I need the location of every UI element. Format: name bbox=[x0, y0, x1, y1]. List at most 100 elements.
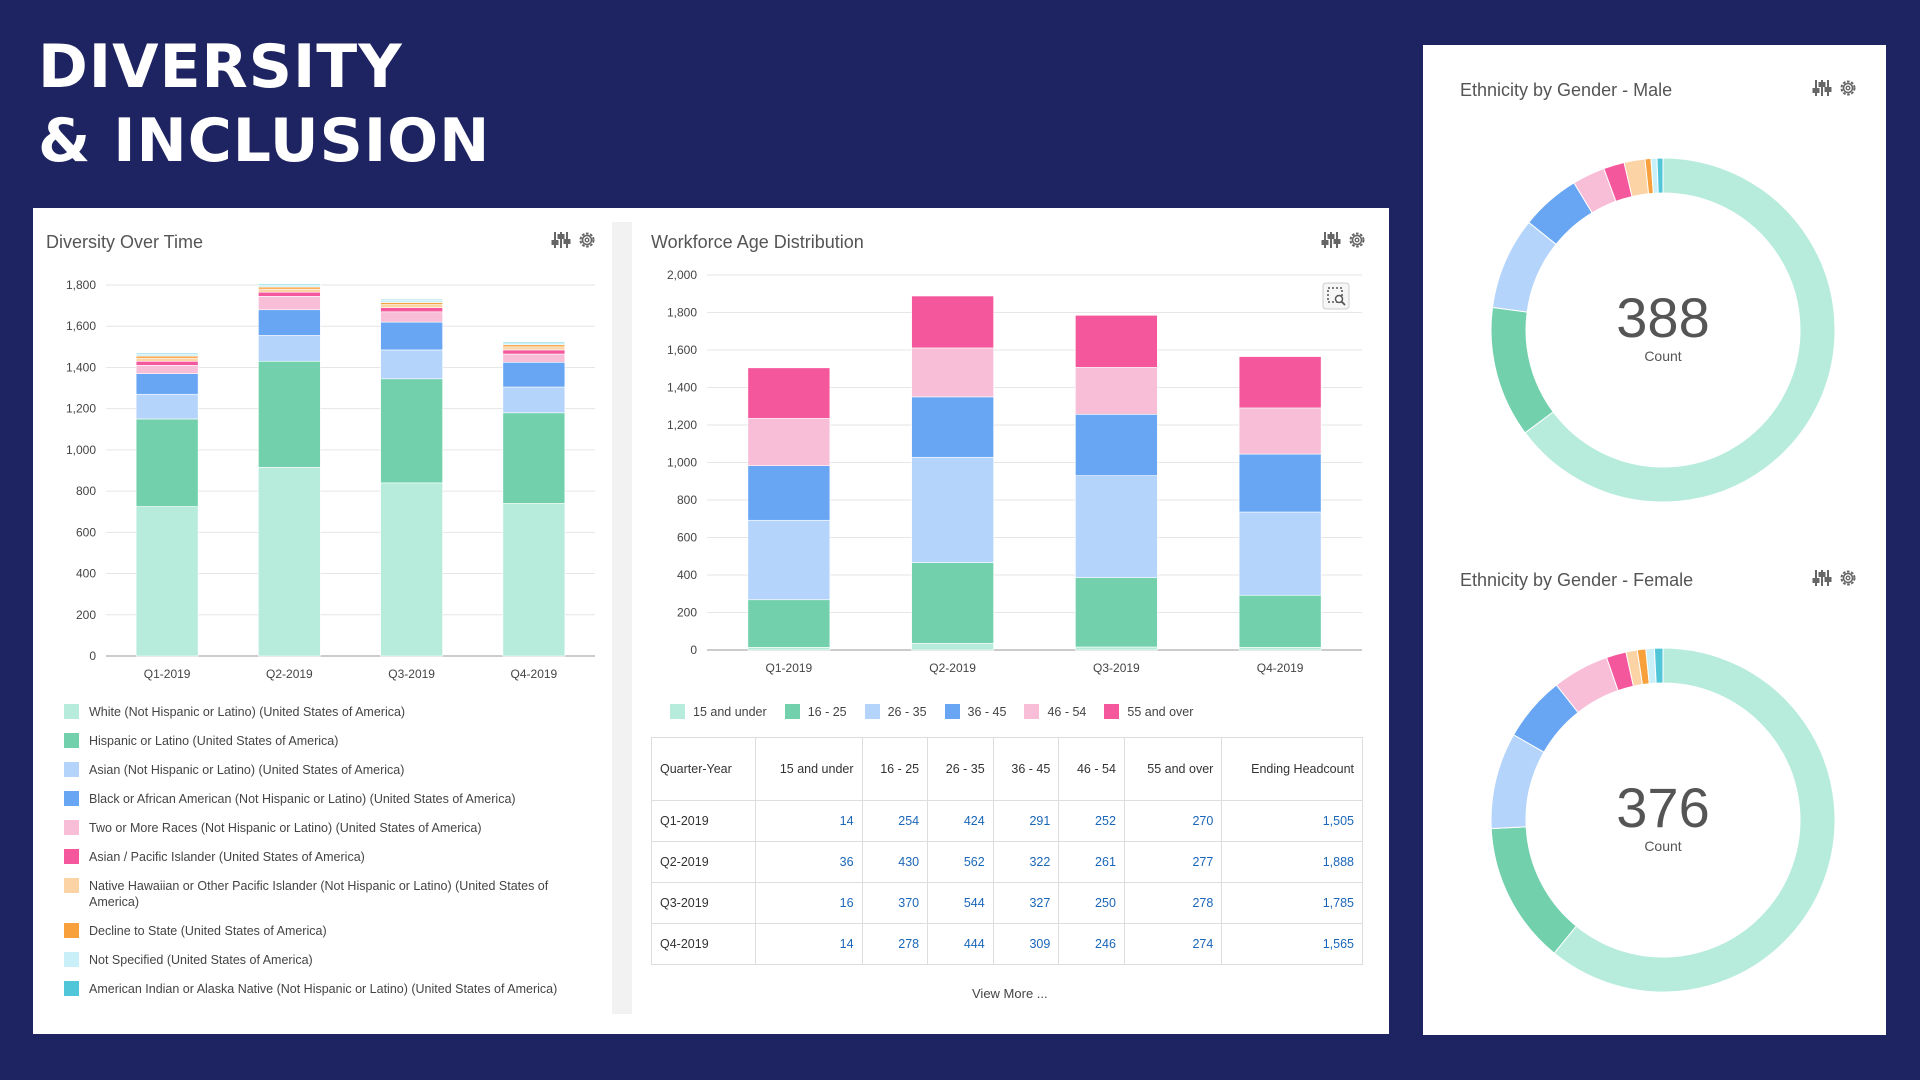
age-legend-item[interactable]: 16 - 25 bbox=[784, 704, 847, 719]
diversity-bar-segment[interactable] bbox=[502, 361, 566, 388]
age-legend-item[interactable]: 15 and under bbox=[670, 704, 767, 719]
diversity-bar-segment[interactable] bbox=[135, 393, 199, 420]
diversity-bar-segment[interactable] bbox=[135, 360, 199, 366]
diversity-bar-segment[interactable] bbox=[258, 288, 321, 293]
diversity-bar-segment[interactable] bbox=[258, 286, 321, 290]
age-bar-segment[interactable] bbox=[1238, 511, 1322, 596]
table-cell[interactable]: 246 bbox=[1058, 923, 1125, 965]
female-donut-slice[interactable] bbox=[1653, 647, 1664, 684]
table-cell[interactable]: 424 bbox=[927, 800, 994, 842]
age-legend-item[interactable]: 46 - 54 bbox=[1024, 704, 1086, 719]
diversity-bar-segment[interactable] bbox=[135, 365, 199, 374]
diversity-bar-segment[interactable] bbox=[258, 283, 321, 286]
diversity-legend-item[interactable]: Native Hawaiian or Other Pacific Islande… bbox=[64, 878, 564, 910]
male-donut-slice[interactable] bbox=[1656, 157, 1664, 194]
table-cell[interactable]: 277 bbox=[1123, 841, 1223, 883]
diversity-bar-segment[interactable] bbox=[380, 321, 443, 351]
age-bar-segment[interactable] bbox=[1238, 594, 1322, 648]
diversity-bar-segment[interactable] bbox=[502, 386, 566, 414]
diversity-bar-segment[interactable] bbox=[135, 355, 199, 359]
age-bar-segment[interactable] bbox=[1238, 453, 1322, 513]
age-bar-segment[interactable] bbox=[747, 599, 831, 648]
table-cell[interactable]: 278 bbox=[861, 923, 929, 965]
diversity-bar-segment[interactable] bbox=[258, 296, 321, 311]
table-header-cell[interactable]: Ending Headcount bbox=[1221, 737, 1363, 801]
table-cell[interactable]: 1,565 bbox=[1221, 923, 1363, 965]
table-header-cell[interactable]: Quarter-Year bbox=[650, 737, 757, 801]
table-cell[interactable]: 1,505 bbox=[1221, 800, 1363, 842]
diversity-bar-segment[interactable] bbox=[135, 357, 199, 362]
age-bar-segment[interactable] bbox=[747, 418, 831, 466]
diversity-bar-segment[interactable] bbox=[502, 344, 566, 348]
table-header-cell[interactable]: 16 - 25 bbox=[861, 737, 929, 801]
age-bar-segment[interactable] bbox=[911, 642, 994, 651]
age-legend-item[interactable]: 26 - 35 bbox=[864, 704, 927, 719]
table-cell[interactable]: 322 bbox=[992, 841, 1060, 883]
diversity-bar-segment[interactable] bbox=[502, 341, 566, 344]
diversity-bar-segment[interactable] bbox=[135, 373, 199, 395]
gear-icon[interactable] bbox=[1838, 78, 1858, 98]
diversity-bar-segment[interactable] bbox=[258, 360, 321, 468]
table-header-cell[interactable]: 36 - 45 bbox=[992, 737, 1060, 801]
table-header-cell[interactable]: 55 and over bbox=[1123, 737, 1223, 801]
age-bar-segment[interactable] bbox=[1238, 356, 1322, 409]
diversity-bar-segment[interactable] bbox=[502, 503, 566, 657]
table-cell[interactable]: 254 bbox=[861, 800, 929, 842]
table-cell[interactable]: 544 bbox=[927, 882, 994, 924]
diversity-bar-segment[interactable] bbox=[258, 291, 321, 297]
diversity-bar-segment[interactable] bbox=[380, 378, 443, 484]
table-cell[interactable]: 250 bbox=[1058, 882, 1125, 924]
diversity-legend-item[interactable]: Decline to State (United States of Ameri… bbox=[64, 923, 564, 939]
diversity-bar-segment[interactable] bbox=[380, 299, 443, 301]
diversity-bar-segment[interactable] bbox=[380, 304, 443, 308]
age-bar-segment[interactable] bbox=[1075, 414, 1158, 476]
table-cell[interactable]: 291 bbox=[992, 800, 1060, 842]
diversity-legend-item[interactable]: Black or African American (Not Hispanic … bbox=[64, 791, 564, 807]
diversity-bar-segment[interactable] bbox=[380, 300, 443, 303]
gear-icon[interactable] bbox=[577, 230, 597, 250]
sliders-icon[interactable] bbox=[1812, 568, 1832, 588]
table-cell[interactable]: 36 bbox=[755, 841, 863, 883]
age-bar-segment[interactable] bbox=[1238, 647, 1322, 651]
table-cell[interactable]: 16 bbox=[755, 882, 863, 924]
age-bar-segment[interactable] bbox=[1075, 646, 1158, 651]
age-bar-segment[interactable] bbox=[1075, 577, 1158, 648]
age-bar-segment[interactable] bbox=[911, 456, 994, 563]
table-header-cell[interactable]: 26 - 35 bbox=[927, 737, 994, 801]
table-cell[interactable]: 444 bbox=[927, 923, 994, 965]
sliders-icon[interactable] bbox=[551, 230, 571, 250]
diversity-bar-segment[interactable] bbox=[380, 311, 443, 323]
diversity-bar-segment[interactable] bbox=[135, 353, 199, 357]
diversity-bar-segment[interactable] bbox=[502, 412, 566, 504]
diversity-bar-segment[interactable] bbox=[258, 335, 321, 362]
diversity-bar-segment[interactable] bbox=[135, 418, 199, 507]
age-bar-segment[interactable] bbox=[747, 519, 831, 601]
table-cell[interactable]: 261 bbox=[1058, 841, 1125, 883]
diversity-bar-segment[interactable] bbox=[380, 349, 443, 380]
diversity-bar-segment[interactable] bbox=[135, 506, 199, 657]
table-cell[interactable]: 1,785 bbox=[1221, 882, 1363, 924]
table-cell[interactable]: 270 bbox=[1123, 800, 1223, 842]
table-cell[interactable]: 327 bbox=[992, 882, 1060, 924]
table-cell[interactable]: 252 bbox=[1058, 800, 1125, 842]
diversity-bar-segment[interactable] bbox=[380, 302, 443, 305]
table-cell[interactable]: 1,888 bbox=[1221, 841, 1363, 883]
gear-icon[interactable] bbox=[1347, 230, 1367, 250]
age-bar-segment[interactable] bbox=[1075, 315, 1158, 368]
diversity-legend-item[interactable]: White (Not Hispanic or Latino) (United S… bbox=[64, 704, 564, 720]
sliders-icon[interactable] bbox=[1321, 230, 1341, 250]
female-donut-slice[interactable] bbox=[1490, 734, 1545, 830]
table-header-cell[interactable]: 46 - 54 bbox=[1058, 737, 1125, 801]
age-bar-segment[interactable] bbox=[1075, 367, 1158, 415]
sliders-icon[interactable] bbox=[1812, 78, 1832, 98]
table-cell[interactable]: 430 bbox=[861, 841, 929, 883]
table-header-cell[interactable]: 15 and under bbox=[755, 737, 863, 801]
diversity-bar-segment[interactable] bbox=[135, 352, 199, 355]
table-cell[interactable]: 14 bbox=[755, 923, 863, 965]
diversity-bar-segment[interactable] bbox=[502, 346, 566, 351]
age-bar-segment[interactable] bbox=[911, 396, 994, 458]
diversity-bar-segment[interactable] bbox=[258, 467, 321, 657]
diversity-legend-item[interactable]: Asian / Pacific Islander (United States … bbox=[64, 849, 564, 865]
diversity-bar-segment[interactable] bbox=[380, 482, 443, 657]
male-donut-slice[interactable] bbox=[1490, 306, 1554, 434]
